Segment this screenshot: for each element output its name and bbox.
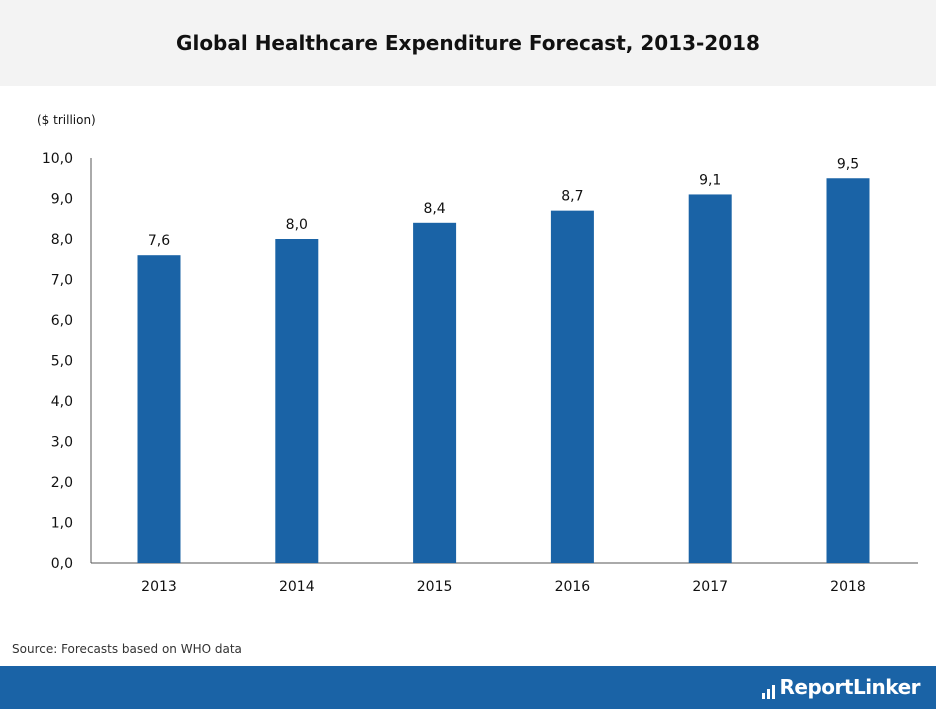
data-label-2017: 9,1 [699,172,721,188]
data-label-2016: 8,7 [561,189,583,205]
y-tick-label: 0,0 [51,556,73,572]
bar-2014 [275,239,319,563]
bar-chart: ($ trillion) 0,0 1,0 2,0 3,0 4,0 5,0 6,0 7,0 8,0… [37,113,918,595]
x-tick-label-2013: 2013 [141,579,177,595]
chart-header: Global Healthcare Expenditure Forecast, … [0,0,936,86]
y-tick-label: 4,0 [51,394,73,410]
bar-2017 [688,194,732,563]
footer-bar: ReportLinker [0,666,936,709]
y-tick-label: 8,0 [51,232,73,248]
y-tick-label: 2,0 [51,475,73,491]
bars-logo-icon [761,681,777,699]
data-labels: 7,6 8,0 8,4 8,7 9,1 9,5 [148,156,859,249]
x-tick-label-2017: 2017 [692,579,728,595]
x-tick-label-2016: 2016 [555,579,591,595]
bar-2015 [413,222,457,564]
chart-title: Global Healthcare Expenditure Forecast, … [176,31,760,55]
data-label-2013: 7,6 [148,233,170,249]
x-axis-category-labels: 2013 2014 2015 2016 2017 2018 [141,579,866,595]
y-tick-label: 9,0 [51,192,73,208]
reportlinker-logo[interactable]: ReportLinker [761,675,921,699]
y-tick-label: 10,0 [42,151,73,167]
bars [137,178,870,564]
y-tick-label: 3,0 [51,435,73,451]
x-tick-label-2014: 2014 [279,579,315,595]
y-tick-label: 7,0 [51,273,73,289]
y-axis-ticks: 0,0 1,0 2,0 3,0 4,0 5,0 6,0 7,0 8,0 9,0 10,0 [42,151,73,572]
bar-2018 [826,178,870,563]
data-label-2018: 9,5 [837,156,859,172]
x-tick-label-2018: 2018 [830,579,866,595]
data-label-2014: 8,0 [286,217,308,233]
x-tick-label-2015: 2015 [417,579,453,595]
bar-2016 [550,210,594,563]
bar-2013 [137,255,181,563]
source-note: Source: Forecasts based on WHO data [12,642,242,656]
y-axis-unit-label: ($ trillion) [37,113,96,127]
y-tick-label: 6,0 [51,313,73,329]
y-tick-label: 5,0 [51,354,73,370]
logo-text: ReportLinker [779,675,921,699]
y-tick-label: 1,0 [51,516,73,532]
data-label-2015: 8,4 [423,201,445,217]
